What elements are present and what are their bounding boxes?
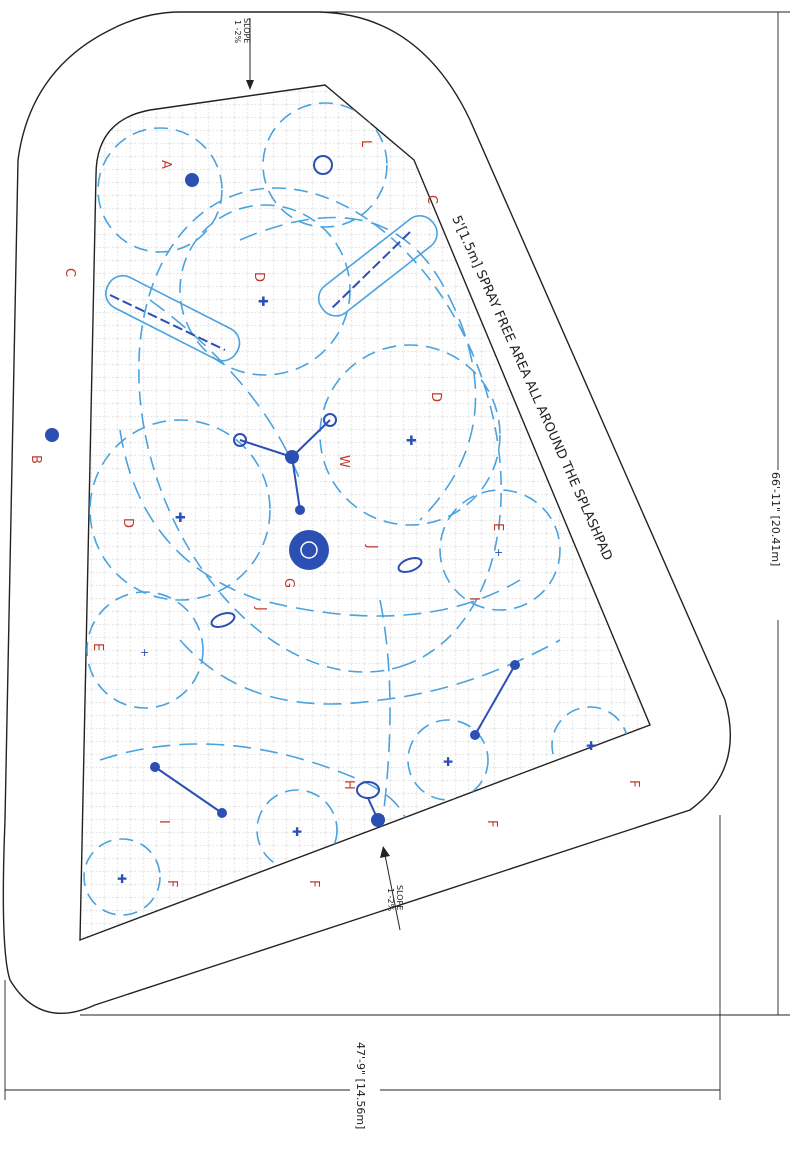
spray-arc-2 — [119, 429, 521, 617]
label-f-4: F — [164, 880, 179, 887]
feature-c-right-arm — [329, 231, 411, 311]
label-j-right: J — [364, 544, 379, 549]
dimension-short-label: 47'-9" [14.56m] — [354, 1042, 367, 1129]
feature-j-left — [210, 612, 236, 628]
zone-labels: A L C C D D D B W J J G E E I I H F F F … — [28, 140, 641, 887]
spray-arc-3 — [179, 639, 561, 705]
label-g: G — [281, 578, 296, 588]
spray-arc-5 — [379, 599, 391, 841]
feature-c-left-body — [105, 274, 241, 362]
spray-zone-e-right — [439, 489, 561, 611]
svg-text:✚: ✚ — [175, 511, 186, 526]
svg-text:+: + — [494, 546, 503, 559]
svg-text:✚: ✚ — [117, 872, 127, 886]
spray-zone-d-right — [319, 344, 501, 526]
slope-bottom-label: SLOPE — [395, 885, 404, 910]
slope-bottom: SLOPE 1 -2% — [380, 846, 404, 931]
label-a: A — [158, 160, 173, 169]
feature-c-right-body — [317, 215, 438, 317]
spray-zone-central — [138, 187, 502, 673]
svg-text:✚: ✚ — [258, 295, 269, 310]
label-d-left: D — [120, 518, 135, 528]
spray-zone-f-3 — [256, 789, 338, 871]
svg-text:✚: ✚ — [586, 739, 596, 753]
feature-l-marker — [313, 155, 333, 175]
feature-b-marker — [45, 428, 59, 442]
label-f-1: F — [626, 780, 641, 787]
label-e-left: E — [90, 643, 105, 651]
feature-w-tripod — [233, 413, 337, 515]
slope-top-label: SLOPE — [242, 18, 251, 43]
label-d-right: D — [428, 392, 443, 402]
feature-i-right — [470, 660, 520, 740]
feature-a-marker — [185, 173, 199, 187]
label-w: W — [336, 455, 351, 468]
dimension-long-gap — [768, 470, 788, 620]
spray-arc-6 — [149, 299, 301, 481]
label-i-left: I — [156, 820, 171, 824]
feature-g-center — [289, 530, 329, 570]
label-c-right: C — [424, 195, 439, 204]
slope-top: SLOPE 1 -2% — [233, 18, 254, 90]
slope-top-value: 1 -2% — [233, 20, 242, 44]
features: ✚ ✚ ✚ + + ✚ ✚ ✚ ✚ — [45, 155, 596, 886]
label-e-right: E — [490, 523, 505, 531]
label-j-left: J — [253, 606, 268, 611]
spray-zone-a — [97, 127, 223, 253]
slope-bottom-value: 1 -2% — [386, 888, 395, 912]
feature-j-right — [397, 557, 423, 573]
spray-arc-1 — [239, 216, 477, 521]
dimension-short-gap — [350, 1082, 380, 1157]
label-f-2: F — [484, 820, 499, 827]
label-h: H — [341, 780, 356, 790]
spray-zone-f-2 — [407, 719, 489, 801]
spray-zone-d-left — [89, 419, 271, 601]
spray-zone-d-top — [179, 204, 351, 376]
svg-text:✚: ✚ — [406, 434, 417, 449]
label-b: B — [28, 455, 43, 464]
feature-c-left-arm — [109, 294, 226, 351]
outer-deck-boundary — [2, 11, 732, 1014]
label-d-top: D — [251, 272, 266, 282]
spray-zone-e-left — [86, 591, 204, 709]
zone-center-markers: ✚ ✚ ✚ + + ✚ ✚ ✚ ✚ — [117, 295, 596, 886]
spray-zone-f-4 — [83, 838, 161, 916]
feature-i-left — [150, 762, 227, 818]
spray-zone-l — [262, 102, 388, 228]
feature-h — [356, 781, 385, 827]
label-i-right: I — [466, 597, 481, 601]
label-f-3: F — [306, 880, 321, 887]
svg-text:+: + — [140, 646, 149, 659]
label-l: L — [358, 140, 373, 148]
dimension-long-label: 66'-11" [20.41m] — [769, 472, 782, 566]
svg-text:✚: ✚ — [292, 825, 302, 839]
label-c-left: C — [62, 268, 77, 277]
svg-text:✚: ✚ — [443, 755, 453, 769]
